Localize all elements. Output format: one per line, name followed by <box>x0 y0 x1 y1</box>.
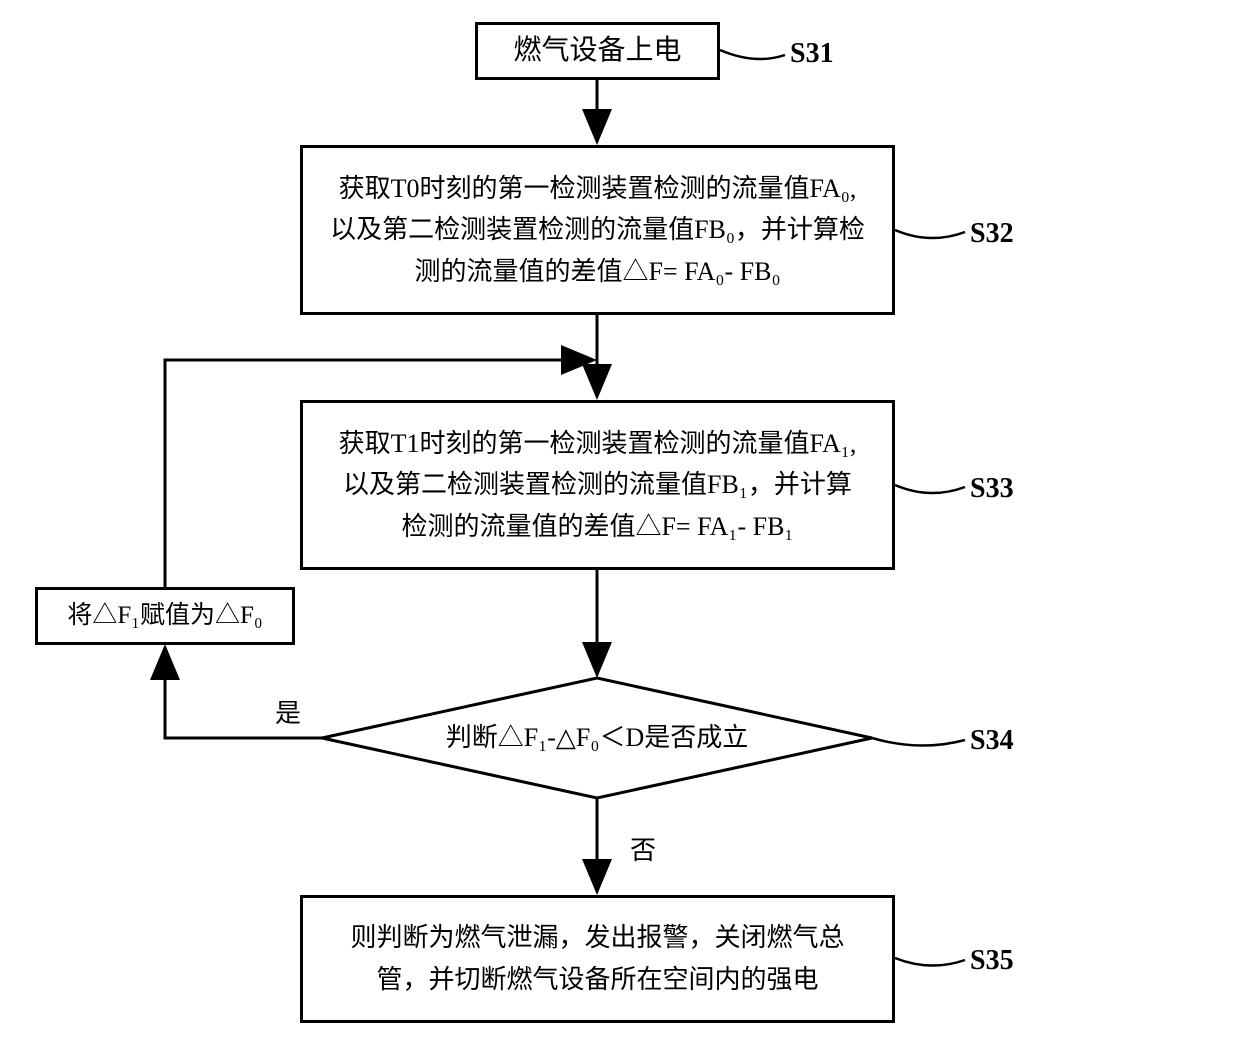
node-assign: 将△F₁赋值为△F₀ <box>35 587 295 645</box>
node-s33: 获取T1时刻的第一检测装置检测的流量值FA₁, 以及第二检测装置检测的流量值FB… <box>300 400 895 570</box>
label-s33: S33 <box>970 473 1014 505</box>
label-s32: S32 <box>970 218 1014 250</box>
edge-label-no: 否 <box>630 830 656 867</box>
node-s34-text: 判断△F₁-△F₀＜D是否成立 <box>372 718 822 758</box>
label-s31: S31 <box>790 38 834 70</box>
gas-leak-flowchart: 燃气设备上电 S31 获取T0时刻的第一检测装置检测的流量值FA₀, 以及第二检… <box>0 0 1240 1051</box>
node-s33-text: 获取T1时刻的第一检测装置检测的流量值FA₁, 以及第二检测装置检测的流量值FB… <box>339 423 857 548</box>
node-s32-text: 获取T0时刻的第一检测装置检测的流量值FA₀, 以及第二检测装置检测的流量值FB… <box>330 168 865 293</box>
node-s32: 获取T0时刻的第一检测装置检测的流量值FA₀, 以及第二检测装置检测的流量值FB… <box>300 145 895 315</box>
label-s35: S35 <box>970 945 1014 977</box>
node-s31-text: 燃气设备上电 <box>513 29 681 74</box>
edge-label-yes: 是 <box>275 693 301 730</box>
node-assign-text: 将△F₁赋值为△F₀ <box>67 596 262 636</box>
label-s34: S34 <box>970 725 1014 757</box>
node-s31: 燃气设备上电 <box>475 22 720 80</box>
node-s35-text: 则判断为燃气泄漏，发出报警，关闭燃气总 管，并切断燃气设备所在空间内的强电 <box>350 917 844 1000</box>
node-s35: 则判断为燃气泄漏，发出报警，关闭燃气总 管，并切断燃气设备所在空间内的强电 <box>300 895 895 1023</box>
